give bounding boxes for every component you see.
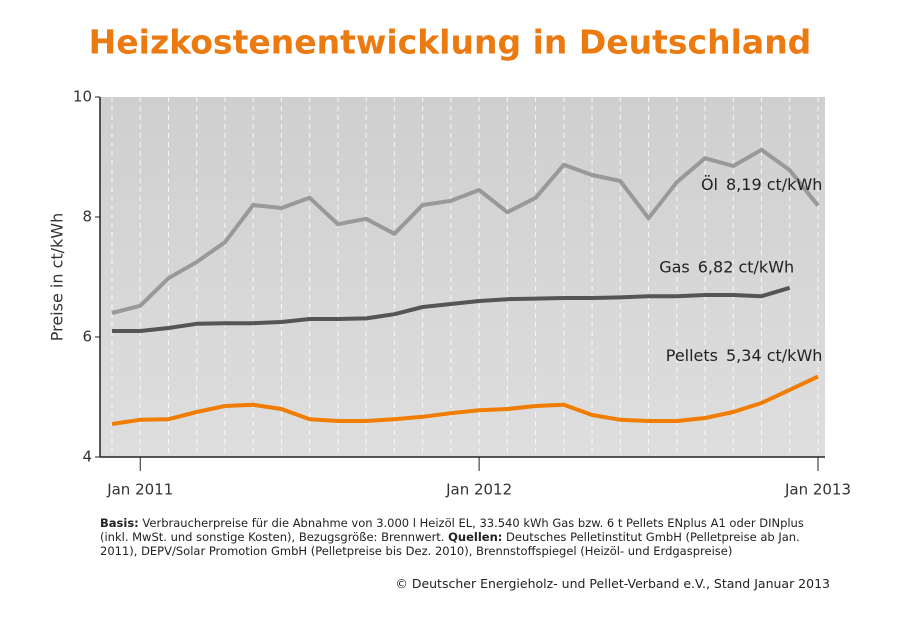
x-tick-label: Jan 2011: [106, 481, 173, 499]
y-tick-label: 4: [82, 448, 92, 466]
copyright: © Deutscher Energieholz- und Pellet-Verb…: [395, 576, 830, 591]
x-tick-label: Jan 2013: [784, 481, 851, 499]
line: [112, 285, 791, 333]
annotation: 8,19 ct/kWh: [726, 175, 822, 194]
annotation: 6,82 ct/kWh: [698, 257, 794, 276]
line: [111, 374, 819, 426]
plot-area: [100, 97, 825, 457]
y-tick-label: 10: [73, 88, 92, 106]
note-label: Quellen:: [448, 530, 503, 544]
series-label: Pellets: [666, 346, 718, 365]
x-tick-label: Jan 2012: [445, 481, 512, 499]
note-text: Deutsches Pelletinstitut GmbH (Pelletpre…: [100, 530, 800, 558]
y-axis-label: Preise in ct/kWh: [48, 213, 67, 342]
y-tick-label: 8: [82, 208, 92, 226]
y-tick-label: 6: [82, 328, 92, 346]
note-label: Basis:: [100, 516, 139, 530]
series-label: Öl: [701, 175, 718, 194]
chart-title: Heizkostenentwicklung in Deutschland: [89, 23, 812, 62]
series-label: Gas: [659, 257, 690, 276]
notes: Basis: Verbraucherpreise für die Abnahme…: [100, 516, 835, 558]
note-text: Verbraucherpreise für die Abnahme von 3.…: [100, 516, 804, 544]
chart: Heizkostenentwicklung in Deutschland Pre…: [48, 23, 852, 499]
line: [111, 147, 820, 315]
annotation: 5,34 ct/kWh: [726, 346, 822, 365]
